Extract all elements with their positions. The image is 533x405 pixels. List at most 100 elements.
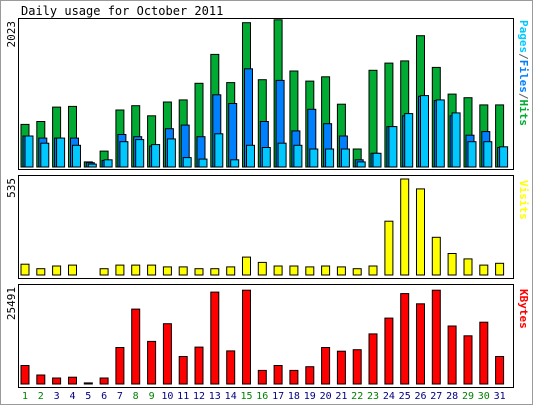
visits-legend: Visits xyxy=(517,180,530,220)
visits-bar xyxy=(20,263,30,276)
pages-bar xyxy=(103,159,113,168)
legend-sep-2: / xyxy=(517,93,530,100)
kbytes-bar xyxy=(431,289,441,385)
kbytes-bar xyxy=(495,356,505,385)
hits-bar xyxy=(368,69,378,168)
visits-bar xyxy=(447,253,457,276)
chart-title: Daily usage for October 2011 xyxy=(21,4,223,18)
kbytes-bar xyxy=(321,347,331,385)
pages-bar xyxy=(340,148,350,168)
kbytes-bar xyxy=(384,317,394,385)
pages-bar xyxy=(72,144,81,168)
day-label: 19 xyxy=(304,391,316,402)
kbytes-bar xyxy=(52,377,62,385)
pages-bar xyxy=(483,141,493,168)
visits-bar xyxy=(131,264,141,276)
pages-bar xyxy=(451,112,461,168)
files-bar xyxy=(228,103,238,168)
visits-bar xyxy=(495,262,505,276)
legend-hits: Hits xyxy=(517,100,530,127)
day-label: 2 xyxy=(38,391,44,402)
hits-max-label: 2023 xyxy=(5,21,18,48)
kbytes-bar xyxy=(305,366,315,385)
pages-bar xyxy=(166,138,176,168)
visits-bar xyxy=(305,266,315,276)
pages-bar xyxy=(198,158,208,168)
kbytes-bar xyxy=(194,346,204,385)
day-label: 23 xyxy=(367,391,379,402)
kbytes-bar xyxy=(210,291,220,385)
pages-bar xyxy=(151,144,161,168)
kbytes-bar xyxy=(289,369,299,385)
kbytes-bar xyxy=(257,369,267,385)
kbytes-bar xyxy=(99,377,109,385)
kbytes-bar xyxy=(463,335,473,385)
day-label: 1 xyxy=(22,391,28,402)
day-label: 11 xyxy=(177,391,189,402)
visits-bar xyxy=(226,266,236,276)
kbytes-bar xyxy=(400,293,410,385)
kbytes-max-label: 25491 xyxy=(5,287,18,320)
pages-bar xyxy=(325,148,335,168)
day-label: 27 xyxy=(430,391,442,402)
visits-bar xyxy=(336,266,346,276)
day-label: 5 xyxy=(85,391,91,402)
visits-bar xyxy=(68,264,77,276)
visits-bar xyxy=(115,264,125,276)
visits-bar xyxy=(178,266,188,276)
day-label: 9 xyxy=(149,391,155,402)
pages-bar xyxy=(40,142,50,168)
day-label: 7 xyxy=(117,391,123,402)
pages-bar xyxy=(435,99,445,168)
day-label: 13 xyxy=(209,391,221,402)
pages-bar xyxy=(135,139,145,168)
visits-bar xyxy=(36,268,46,276)
legend-pages: Pages xyxy=(517,20,530,53)
visits-bar xyxy=(162,266,172,276)
visits-panel xyxy=(18,175,514,279)
pages-bar xyxy=(56,137,66,168)
day-label: 26 xyxy=(414,391,426,402)
pages-bar xyxy=(24,135,34,168)
pages-bar xyxy=(246,144,255,168)
kbytes-bar xyxy=(36,374,46,385)
pages-bar xyxy=(499,146,509,168)
kbytes-bar xyxy=(68,376,77,385)
kbytes-bar xyxy=(416,303,425,385)
day-label: 28 xyxy=(446,391,458,402)
visits-bar xyxy=(352,268,362,276)
day-label: 14 xyxy=(225,391,237,402)
visits-bar xyxy=(400,178,410,276)
day-label: 10 xyxy=(161,391,173,402)
day-labels: 1 2 3 4 5 6 7 8 9 10 11 12 13 14 15 16 17 18 19 20 21 22 23 24 2… xyxy=(22,391,506,402)
day-label: 31 xyxy=(494,391,506,402)
legend-files: Files xyxy=(517,60,530,93)
pages-bar xyxy=(182,157,192,168)
kbytes-bar xyxy=(147,340,157,385)
visits-bar xyxy=(99,268,109,276)
kbytes-bar xyxy=(115,347,125,385)
day-label: 20 xyxy=(320,391,332,402)
visits-bar xyxy=(384,220,394,276)
visits-bar xyxy=(431,236,441,276)
pages-bar xyxy=(388,126,398,168)
day-label: 17 xyxy=(272,391,284,402)
pages-bar xyxy=(214,133,224,168)
visits-bar xyxy=(368,265,378,276)
visits-bar xyxy=(321,265,331,276)
day-label: 3 xyxy=(54,391,60,402)
pages-bar xyxy=(356,161,366,168)
kbytes-bar xyxy=(178,356,188,385)
day-label: 15 xyxy=(240,391,252,402)
bars-layer xyxy=(20,19,509,385)
visits-bar xyxy=(242,256,251,276)
kbytes-legend: KBytes xyxy=(517,289,530,329)
visits-bar xyxy=(147,264,157,276)
day-label: 25 xyxy=(399,391,411,402)
pages-bar xyxy=(293,144,303,168)
day-label: 18 xyxy=(288,391,300,402)
kbytes-bar xyxy=(479,321,489,385)
visits-bar xyxy=(210,268,220,276)
day-label: 24 xyxy=(383,391,395,402)
